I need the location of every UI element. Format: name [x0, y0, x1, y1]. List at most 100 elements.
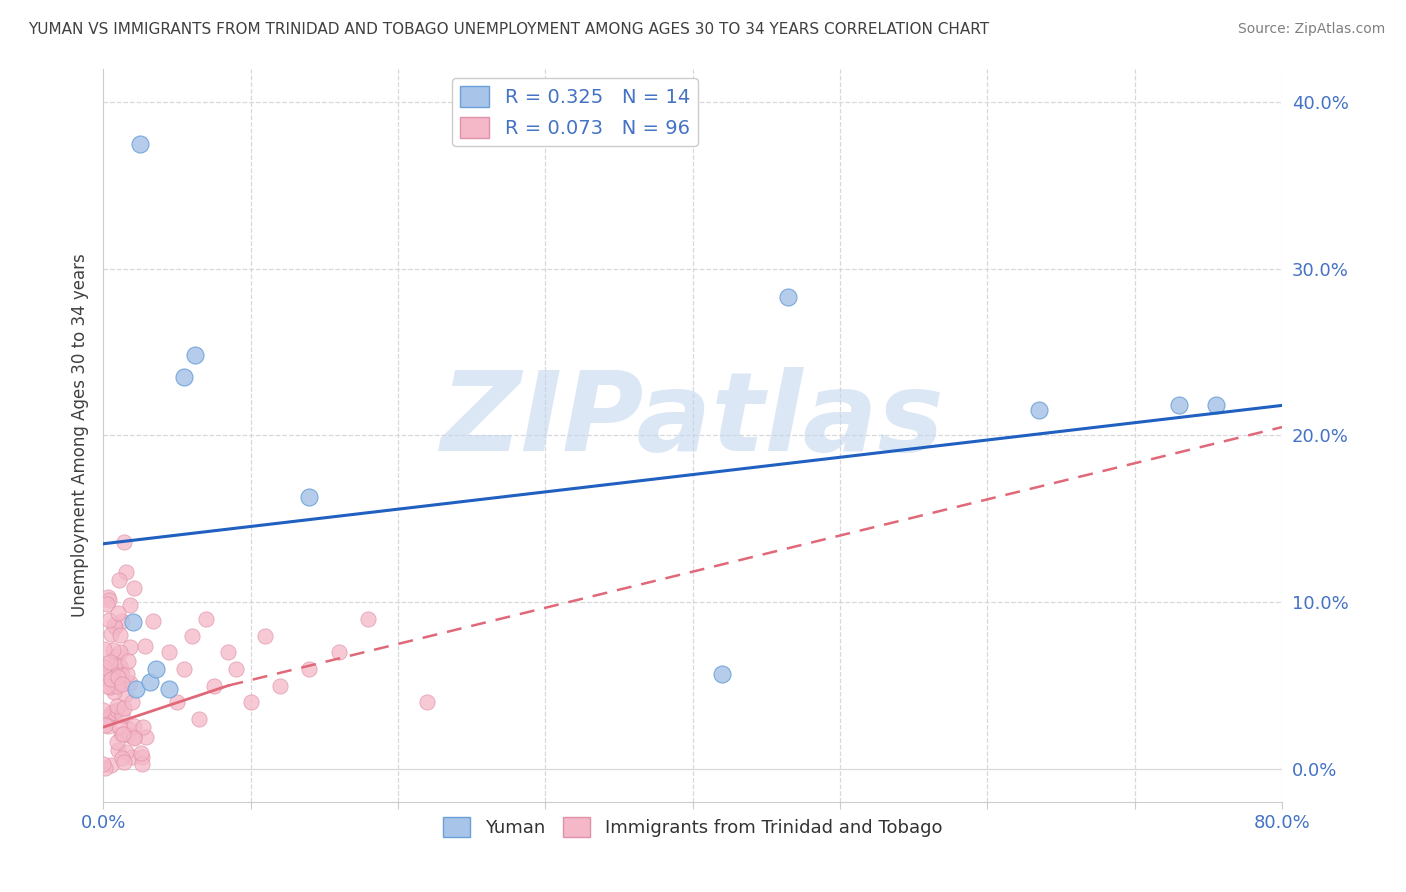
Point [202, 679, 225, 693]
Point [124, 681, 146, 696]
Point [96, 597, 118, 611]
Point [105, 735, 128, 749]
Point [97, 590, 120, 604]
Point [1205, 398, 1227, 412]
Point [108, 676, 131, 690]
Point [114, 565, 136, 579]
Point [107, 670, 129, 684]
Point [159, 645, 181, 659]
Point [298, 662, 321, 676]
Point [298, 490, 321, 504]
Point [97, 712, 120, 726]
Point [112, 755, 135, 769]
Point [112, 701, 135, 715]
Point [100, 706, 122, 721]
Point [117, 728, 139, 742]
Point [94, 761, 117, 775]
Point [110, 665, 132, 679]
Point [145, 662, 167, 676]
Point [131, 757, 153, 772]
Point [328, 645, 350, 659]
Text: Source: ZipAtlas.com: Source: ZipAtlas.com [1237, 22, 1385, 37]
Point [118, 640, 141, 654]
Point [100, 657, 122, 672]
Point [1028, 403, 1050, 417]
Point [173, 662, 195, 676]
Point [93, 660, 115, 674]
Point [111, 727, 134, 741]
Point [1168, 398, 1191, 412]
Point [166, 695, 188, 709]
Point [129, 136, 152, 151]
Point [107, 677, 129, 691]
Point [217, 645, 239, 659]
Point [121, 695, 143, 709]
Point [110, 659, 132, 673]
Point [114, 688, 136, 702]
Point [110, 677, 132, 691]
Point [108, 645, 131, 659]
Point [122, 731, 145, 745]
Point [98, 593, 121, 607]
Point [180, 628, 202, 642]
Point [131, 750, 153, 764]
Point [159, 681, 181, 696]
Point [100, 672, 122, 686]
Point [118, 599, 141, 613]
Point [357, 612, 380, 626]
Point [183, 348, 205, 362]
Point [112, 535, 135, 549]
Point [97, 613, 120, 627]
Point [778, 290, 800, 304]
Point [110, 727, 132, 741]
Point [103, 705, 125, 719]
Point [122, 582, 145, 596]
Point [105, 679, 128, 693]
Point [239, 695, 262, 709]
Point [142, 615, 165, 629]
Point [115, 667, 138, 681]
Point [107, 573, 129, 587]
Point [107, 699, 129, 714]
Point [173, 370, 195, 384]
Point [103, 643, 125, 657]
Point [416, 695, 439, 709]
Point [98, 655, 121, 669]
Point [711, 666, 734, 681]
Point [105, 668, 128, 682]
Point [103, 685, 125, 699]
Point [195, 612, 218, 626]
Point [98, 709, 121, 723]
Point [124, 730, 146, 744]
Point [134, 640, 156, 654]
Point [97, 719, 120, 733]
Point [117, 654, 139, 668]
Point [121, 615, 143, 629]
Point [139, 675, 162, 690]
Point [96, 679, 118, 693]
Point [135, 730, 157, 744]
Point [225, 662, 247, 676]
Point [118, 722, 141, 736]
Point [104, 706, 127, 721]
Text: YUMAN VS IMMIGRANTS FROM TRINIDAD AND TOBAGO UNEMPLOYMENT AMONG AGES 30 TO 34 YE: YUMAN VS IMMIGRANTS FROM TRINIDAD AND TO… [28, 22, 990, 37]
Point [115, 745, 138, 759]
Point [187, 712, 209, 726]
Point [91, 703, 114, 717]
Point [104, 620, 127, 634]
Point [98, 680, 121, 694]
Point [107, 743, 129, 757]
Point [105, 703, 128, 717]
Point [108, 628, 131, 642]
Point [103, 618, 125, 632]
Point [93, 642, 115, 657]
Point [96, 671, 118, 685]
Point [107, 607, 129, 621]
Point [105, 649, 128, 664]
Point [94, 718, 117, 732]
Point [129, 747, 152, 761]
Point [110, 751, 132, 765]
Point [100, 626, 122, 640]
Point [111, 614, 134, 628]
Point [91, 756, 114, 771]
